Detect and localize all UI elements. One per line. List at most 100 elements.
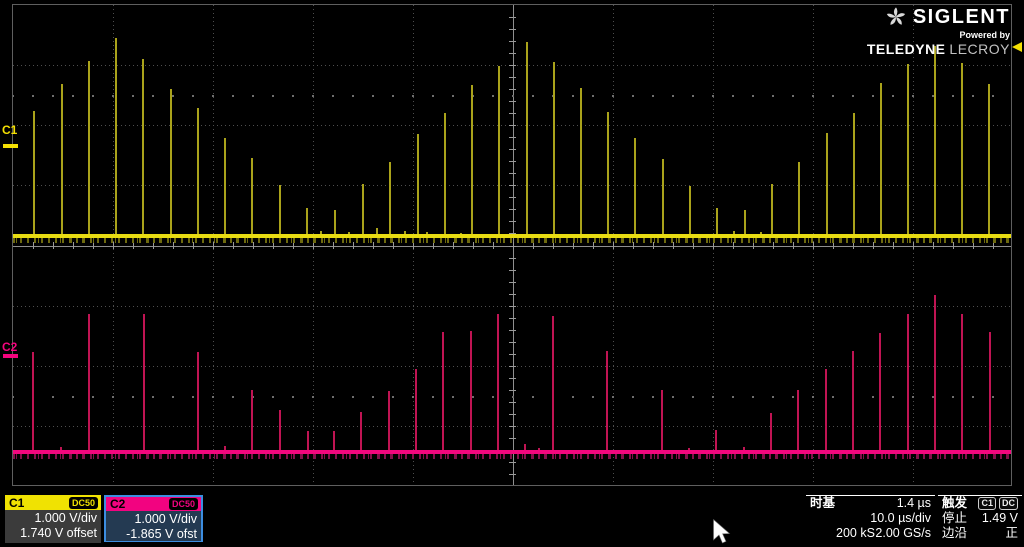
trigger-slope-value: 正: [1005, 526, 1018, 540]
c1-spike: [907, 64, 909, 237]
vertical-axis-tick: [509, 281, 516, 283]
horizontal-axis-tick: [52, 242, 54, 249]
c2-spike: [961, 314, 963, 453]
c1-spike: [798, 162, 800, 237]
c2-spike: [143, 314, 145, 453]
timebase-sample-rate: 2.00 GS/s: [875, 526, 931, 540]
horizontal-axis-tick: [132, 242, 134, 249]
horizontal-axis-tick: [992, 242, 994, 249]
c2-spike: [442, 332, 444, 453]
vertical-axis-tick: [509, 305, 516, 307]
trigger-slope-label: 边沿: [942, 526, 968, 540]
c2-spike: [333, 431, 335, 453]
c1-spike: [362, 184, 364, 237]
horizontal-axis-tick: [752, 242, 754, 249]
c2-spike: [279, 410, 281, 453]
horizontal-axis-tick: [592, 242, 594, 249]
c1-spike: [689, 186, 691, 237]
c1-spike: [716, 208, 718, 237]
plot-area[interactable]: [12, 4, 1012, 486]
timebase-delay: 1.4 µs: [896, 496, 931, 510]
vertical-axis-tick: [509, 149, 516, 151]
horizontal-axis-tick: [372, 242, 374, 249]
horizontal-axis-tick: [72, 242, 74, 249]
c1-offset-marker[interactable]: [3, 144, 18, 148]
channel1-descriptor-box[interactable]: C1 DC50 1.000 V/div 1.740 V offset: [5, 495, 101, 543]
timebase-box[interactable]: 时基 1.4 µs 10.0 µs/div 200 kS 2.00 GS/s: [806, 495, 935, 542]
c1-spike: [33, 111, 35, 237]
horizontal-axis-tick: [972, 242, 974, 249]
c1-spike: [880, 83, 882, 237]
c2-spike: [852, 351, 854, 453]
c1-spike: [662, 159, 664, 237]
horizontal-axis-tick: [852, 242, 854, 249]
horizontal-axis-tick: [712, 242, 714, 249]
horizontal-axis-tick: [252, 242, 254, 249]
c1-spike: [279, 185, 281, 237]
vertical-axis-tick: [509, 426, 516, 428]
c1-spike: [988, 84, 990, 237]
channel1-settings: 1.000 V/div 1.740 V offset: [5, 510, 101, 543]
horizontal-axis-tick: [572, 242, 574, 249]
channel2-scale: 1.000 V/div: [134, 512, 197, 526]
c1-spike: [826, 133, 828, 237]
c1-spike: [607, 112, 609, 237]
trigger-label: 触发: [942, 496, 968, 510]
c2-spike: [32, 352, 34, 453]
c2-spike: [770, 413, 772, 453]
horizontal-axis-tick: [612, 242, 614, 249]
vertical-axis-tick: [509, 317, 516, 319]
horizontal-axis-tick: [732, 242, 734, 249]
channel2-settings: 1.000 V/div -1.865 V ofst: [106, 511, 201, 541]
vertical-axis-tick: [509, 233, 516, 235]
c1-baseline-noise: [13, 238, 1011, 243]
c1-spike: [170, 89, 172, 237]
teledyne-lecroy-text: TELEDYNE LECROY: [867, 42, 1010, 56]
c2-spike: [360, 412, 362, 453]
c2-edge-label[interactable]: C2: [2, 340, 18, 354]
c1-spike: [961, 63, 963, 237]
c1-spike: [553, 62, 555, 237]
c2-spike: [197, 352, 199, 453]
lecroy-text: LECROY: [949, 41, 1010, 57]
horizontal-axis-tick: [692, 242, 694, 249]
c1-spike: [471, 85, 473, 237]
horizontal-axis-tick: [232, 242, 234, 249]
c2-minor-spike: [224, 446, 226, 453]
horizontal-axis-tick: [472, 242, 474, 249]
c1-edge-label[interactable]: C1: [2, 123, 18, 137]
channel2-descriptor-box[interactable]: C2 DC50 1.000 V/div -1.865 V ofst: [104, 495, 203, 542]
c2-offset-marker[interactable]: [3, 354, 18, 358]
vertical-axis-tick: [509, 366, 516, 367]
c2-baseline: [13, 450, 1011, 454]
trigger-level-arrow-icon[interactable]: [1012, 42, 1022, 52]
c1-spike: [224, 138, 226, 237]
vertical-axis-tick: [509, 185, 516, 187]
channel2-id: C2: [110, 497, 126, 511]
c1-spike: [498, 66, 500, 237]
vertical-axis-tick: [509, 137, 516, 139]
c2-spike: [415, 369, 417, 453]
horizontal-axis-tick: [392, 242, 394, 249]
horizontal-axis-tick: [632, 242, 634, 249]
trigger-box[interactable]: 触发 C1 DC 停止 1.49 V 边沿 正: [938, 495, 1022, 542]
horizontal-axis-tick: [652, 242, 654, 249]
vertical-axis-tick: [509, 40, 516, 42]
horizontal-axis-tick: [892, 242, 894, 249]
vertical-axis-tick: [509, 28, 516, 30]
vertical-axis-tick: [509, 414, 516, 416]
teledyne-text: TELEDYNE: [866, 41, 946, 57]
vertical-axis-tick: [509, 173, 516, 175]
trigger-level-value: 1.49 V: [981, 511, 1018, 525]
horizontal-axis-tick: [292, 242, 294, 249]
vertical-axis-tick: [509, 474, 516, 476]
pinwheel-logo-icon: [885, 6, 907, 28]
channel1-offset: 1.740 V offset: [20, 526, 97, 540]
c1-spike: [251, 158, 253, 237]
c1-spike: [853, 113, 855, 237]
horizontal-axis-tick: [932, 242, 934, 249]
c2-spike: [797, 390, 799, 453]
vertical-axis-tick: [509, 112, 516, 114]
c2-spike: [497, 314, 499, 453]
vertical-axis-tick: [509, 197, 516, 199]
